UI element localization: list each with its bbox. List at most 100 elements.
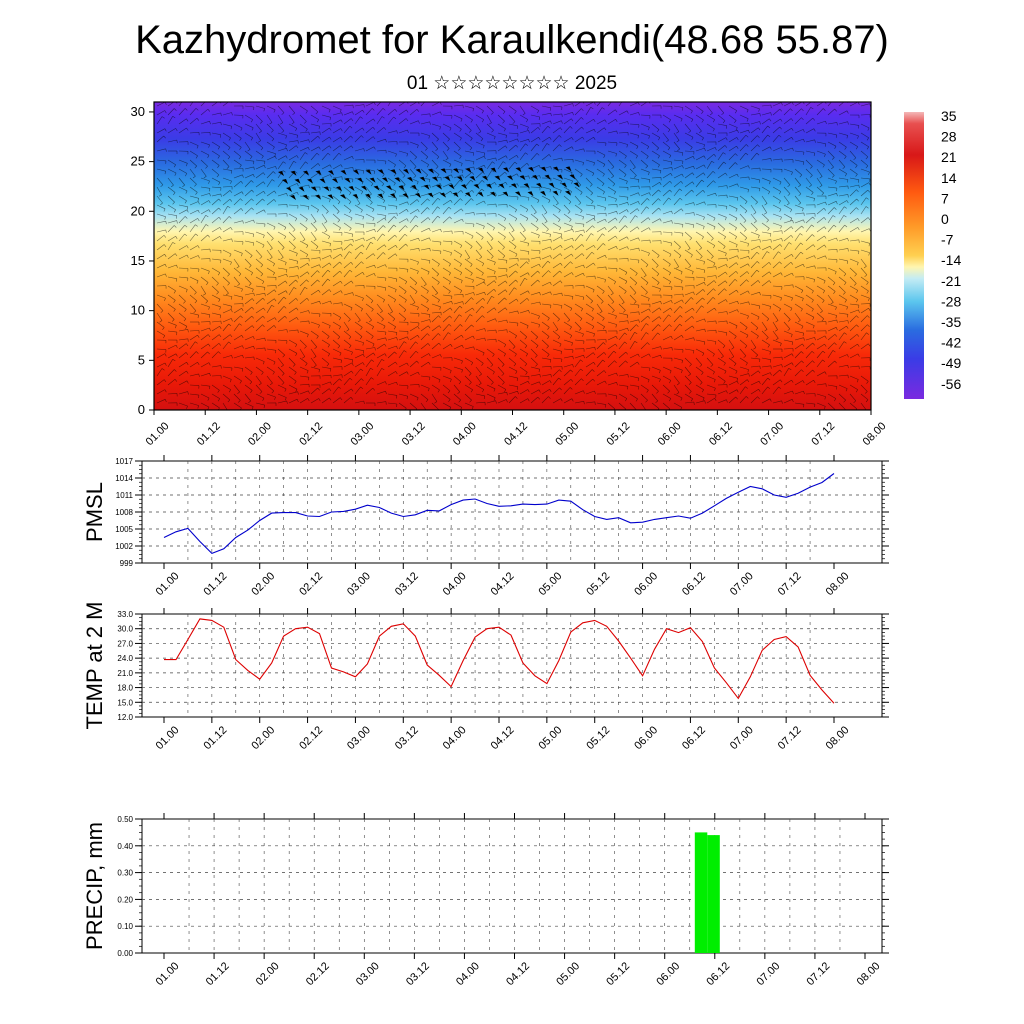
x-tick-label: 02.00 xyxy=(254,960,282,988)
y-tick-label: 27.0 xyxy=(117,639,133,648)
y-tick-label: 1008 xyxy=(115,508,133,517)
y-tick-label: 0.10 xyxy=(117,922,133,931)
x-tick-label: 01.00 xyxy=(154,570,182,598)
y-tick-label: 1005 xyxy=(115,525,133,534)
x-tick-label: 07.00 xyxy=(754,960,782,988)
x-tick-label: 07.00 xyxy=(758,420,786,448)
y-tick-label: 30.0 xyxy=(117,625,133,634)
x-tick-label: 05.12 xyxy=(604,960,632,988)
x-tick-label: 02.00 xyxy=(249,724,277,752)
x-tick-label: 03.12 xyxy=(393,724,421,752)
x-tick-label: 06.12 xyxy=(680,570,708,598)
x-tick-label: 01.00 xyxy=(154,960,182,988)
y-tick-label: 20 xyxy=(131,203,145,218)
y-tick-label: 25 xyxy=(131,154,145,169)
x-tick-label: 01.12 xyxy=(201,724,229,752)
x-tick-label: 06.00 xyxy=(632,570,660,598)
jet-arrows xyxy=(278,166,580,200)
temp-panel: 33.0 30.0 27.0 24.0 21.0 18.0 15.0 12.0 01.00 01.… xyxy=(82,602,889,752)
x-tick-label: 08.00 xyxy=(824,724,852,752)
temp-ylabel: TEMP at 2 M xyxy=(82,602,107,730)
y-tick-label: 21.0 xyxy=(117,669,133,678)
precip-bar xyxy=(707,835,720,953)
x-tick-label: 05.00 xyxy=(536,724,564,752)
x-tick-label: 02.00 xyxy=(249,570,277,598)
y-tick-label: 24.0 xyxy=(117,654,133,663)
y-tick-label: 0.40 xyxy=(117,842,133,851)
x-tick-label: 06.12 xyxy=(680,724,708,752)
x-tick-label: 07.12 xyxy=(776,570,804,598)
y-tick-label: 15.0 xyxy=(117,698,133,707)
x-tick-label: 03.12 xyxy=(400,420,428,448)
y-tick-label: 1017 xyxy=(115,457,133,466)
colorbar-label: -14 xyxy=(941,252,961,268)
colorbar-label: 14 xyxy=(941,170,957,186)
colorbar-label: -42 xyxy=(941,335,961,351)
y-tick-label: 0.30 xyxy=(117,869,133,878)
y-tick-label: 1011 xyxy=(116,491,134,500)
x-tick-label: 01.12 xyxy=(204,960,232,988)
x-tick-label: 07.00 xyxy=(728,570,756,598)
x-tick-label: 02.00 xyxy=(246,420,274,448)
x-tick-label: 03.00 xyxy=(354,960,382,988)
x-tick-label: 06.12 xyxy=(707,420,735,448)
x-tick-label: 04.12 xyxy=(504,960,532,988)
x-tick-label: 05.00 xyxy=(536,570,564,598)
x-tick-label: 02.12 xyxy=(297,420,325,448)
chart-title: Kazhydromet for Karaulkendi(48.68 55.87) xyxy=(135,18,889,62)
y-tick-label: 33.0 xyxy=(117,610,133,619)
y-tick-label: 0.50 xyxy=(117,815,133,824)
x-tick-label: 08.00 xyxy=(861,420,889,448)
y-tick-label: 30 xyxy=(131,104,145,119)
pmsl-frame xyxy=(141,460,883,564)
x-tick-label: 03.00 xyxy=(345,724,373,752)
colorbar-label: 0 xyxy=(941,211,949,227)
colorbar xyxy=(904,112,924,399)
x-tick-label: 01.12 xyxy=(195,420,223,448)
x-tick-label: 04.12 xyxy=(489,724,517,752)
x-tick-label: 08.00 xyxy=(855,960,883,988)
x-tick-label: 04.00 xyxy=(441,570,469,598)
pmsl-panel: 1017 1014 1011 1008 1005 1002 999 01.00 01.12 02.… xyxy=(82,455,889,598)
colorbar-label: -21 xyxy=(941,273,961,289)
y-tick-label: 999 xyxy=(120,559,134,568)
x-tick-label: 01.00 xyxy=(144,420,172,448)
colorbar-label: -28 xyxy=(941,293,961,309)
x-tick-label: 04.12 xyxy=(502,420,530,448)
x-tick-label: 03.00 xyxy=(345,570,373,598)
x-tick-label: 05.00 xyxy=(554,960,582,988)
precip-panel: 0.50 0.40 0.30 0.20 0.10 0.00 01.00 01.12 02.00 0… xyxy=(82,813,889,988)
y-tick-label: 12.0 xyxy=(117,713,133,722)
x-tick-label: 05.12 xyxy=(584,570,612,598)
pmsl-ylabel: PMSL xyxy=(82,482,107,542)
x-tick-label: 03.12 xyxy=(393,570,421,598)
x-tick-label: 04.00 xyxy=(451,420,479,448)
x-tick-label: 01.12 xyxy=(201,570,229,598)
colorbar-label: -7 xyxy=(941,232,954,248)
precip-bar xyxy=(694,832,708,953)
x-tick-label: 02.12 xyxy=(297,724,325,752)
y-tick-label: 10 xyxy=(131,303,145,318)
x-tick-label: 03.00 xyxy=(348,420,376,448)
wind-barbs xyxy=(156,102,871,410)
colorbar-label: -35 xyxy=(941,314,961,330)
precip-ylabel: PRECIP, mm xyxy=(82,822,107,950)
x-tick-label: 05.12 xyxy=(584,724,612,752)
x-tick-label: 03.12 xyxy=(404,960,432,988)
y-tick-label: 1002 xyxy=(115,542,133,551)
x-tick-label: 02.12 xyxy=(304,960,332,988)
cross-section-panel: 0 5 10 15 20 25 30 01.00 01.12 02.00 02.12 03.00 03.… xyxy=(131,101,961,448)
x-tick-label: 07.12 xyxy=(776,724,804,752)
precip-frame xyxy=(141,818,883,954)
x-tick-label: 06.12 xyxy=(704,960,732,988)
temp-frame xyxy=(141,613,883,718)
colorbar-label: -56 xyxy=(941,376,961,392)
y-tick-label: 1014 xyxy=(115,474,133,483)
x-tick-label: 01.00 xyxy=(154,724,182,752)
chart-subtitle: 01 ☆☆☆☆☆☆☆☆ 2025 xyxy=(406,73,618,94)
y-tick-label: 0.20 xyxy=(117,895,133,904)
x-tick-label: 06.00 xyxy=(654,960,682,988)
x-tick-label: 06.00 xyxy=(632,724,660,752)
x-tick-label: 02.12 xyxy=(297,570,325,598)
